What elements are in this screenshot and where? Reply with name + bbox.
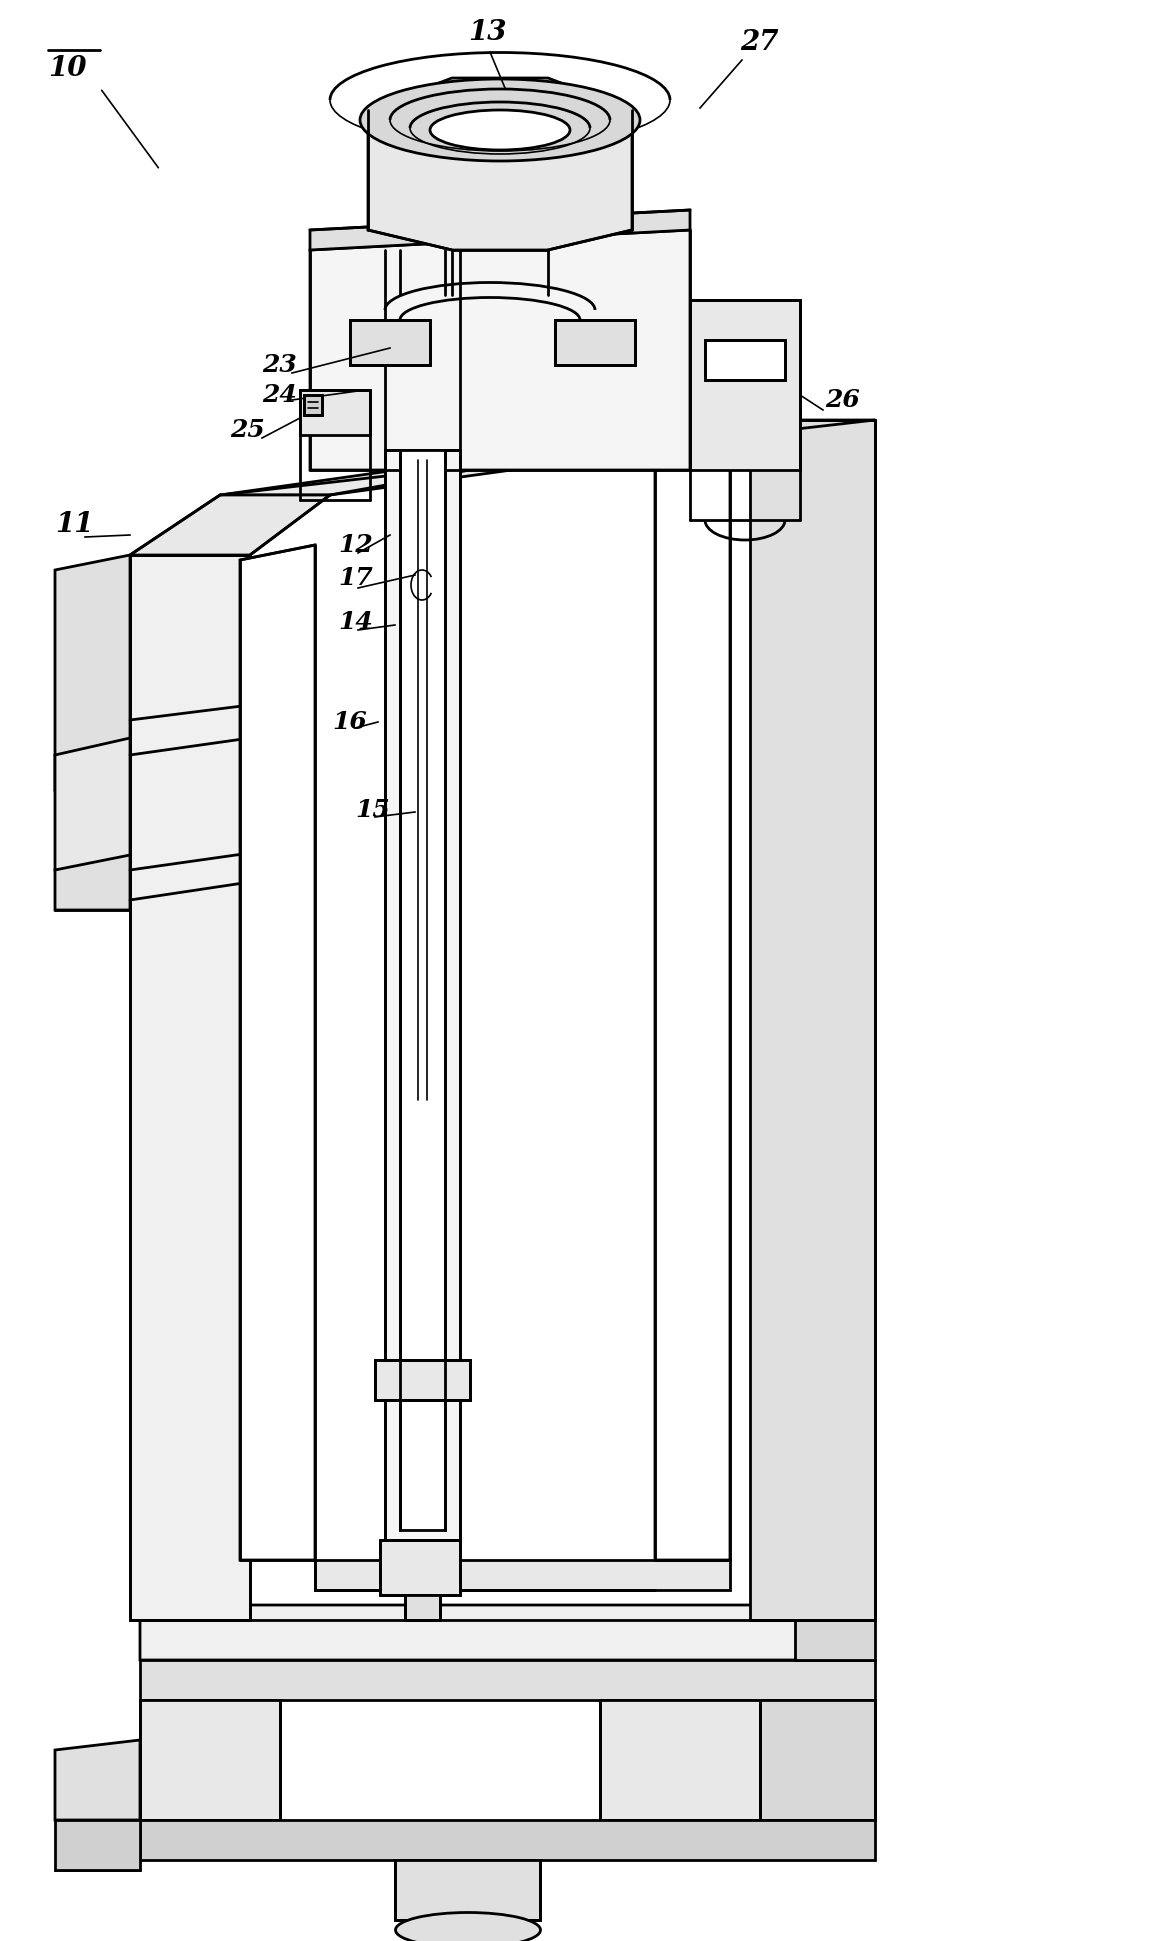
Ellipse shape bbox=[395, 1912, 541, 1941]
Polygon shape bbox=[55, 1821, 140, 1869]
Polygon shape bbox=[385, 450, 461, 1539]
Text: 25: 25 bbox=[230, 417, 265, 443]
Ellipse shape bbox=[361, 80, 640, 161]
Polygon shape bbox=[140, 1821, 875, 1859]
Polygon shape bbox=[311, 229, 690, 470]
Polygon shape bbox=[795, 1605, 875, 1660]
Polygon shape bbox=[759, 1700, 875, 1821]
Text: 17: 17 bbox=[338, 567, 373, 590]
Polygon shape bbox=[750, 419, 875, 1621]
Text: 23: 23 bbox=[262, 353, 297, 377]
Polygon shape bbox=[304, 396, 322, 415]
Polygon shape bbox=[55, 854, 130, 910]
Polygon shape bbox=[240, 545, 315, 1561]
Polygon shape bbox=[311, 210, 690, 250]
Text: 12: 12 bbox=[338, 534, 373, 557]
Polygon shape bbox=[705, 340, 785, 380]
Polygon shape bbox=[55, 738, 130, 870]
Polygon shape bbox=[130, 495, 330, 555]
Text: 26: 26 bbox=[825, 388, 859, 411]
Polygon shape bbox=[350, 320, 430, 365]
Polygon shape bbox=[395, 1859, 540, 1920]
Polygon shape bbox=[55, 555, 130, 790]
Polygon shape bbox=[315, 1561, 730, 1590]
Text: 24: 24 bbox=[262, 382, 297, 408]
Text: 15: 15 bbox=[355, 798, 390, 821]
Text: 27: 27 bbox=[740, 29, 778, 56]
Polygon shape bbox=[374, 1361, 470, 1399]
Polygon shape bbox=[300, 390, 370, 435]
Ellipse shape bbox=[430, 111, 570, 149]
Polygon shape bbox=[405, 1596, 440, 1621]
Text: 14: 14 bbox=[338, 609, 373, 635]
Text: 16: 16 bbox=[331, 710, 366, 734]
Polygon shape bbox=[130, 555, 250, 1621]
Polygon shape bbox=[555, 320, 635, 365]
Text: 10: 10 bbox=[48, 54, 86, 82]
Polygon shape bbox=[655, 466, 730, 1561]
Polygon shape bbox=[380, 1539, 461, 1596]
Text: 11: 11 bbox=[55, 512, 93, 538]
Polygon shape bbox=[400, 450, 445, 1530]
Polygon shape bbox=[600, 1700, 759, 1821]
Polygon shape bbox=[690, 301, 800, 470]
Polygon shape bbox=[140, 1660, 875, 1700]
Polygon shape bbox=[368, 78, 632, 250]
Polygon shape bbox=[55, 1739, 140, 1821]
Text: 13: 13 bbox=[468, 19, 507, 45]
Polygon shape bbox=[220, 419, 875, 495]
Polygon shape bbox=[140, 1605, 875, 1660]
Polygon shape bbox=[140, 1700, 280, 1821]
